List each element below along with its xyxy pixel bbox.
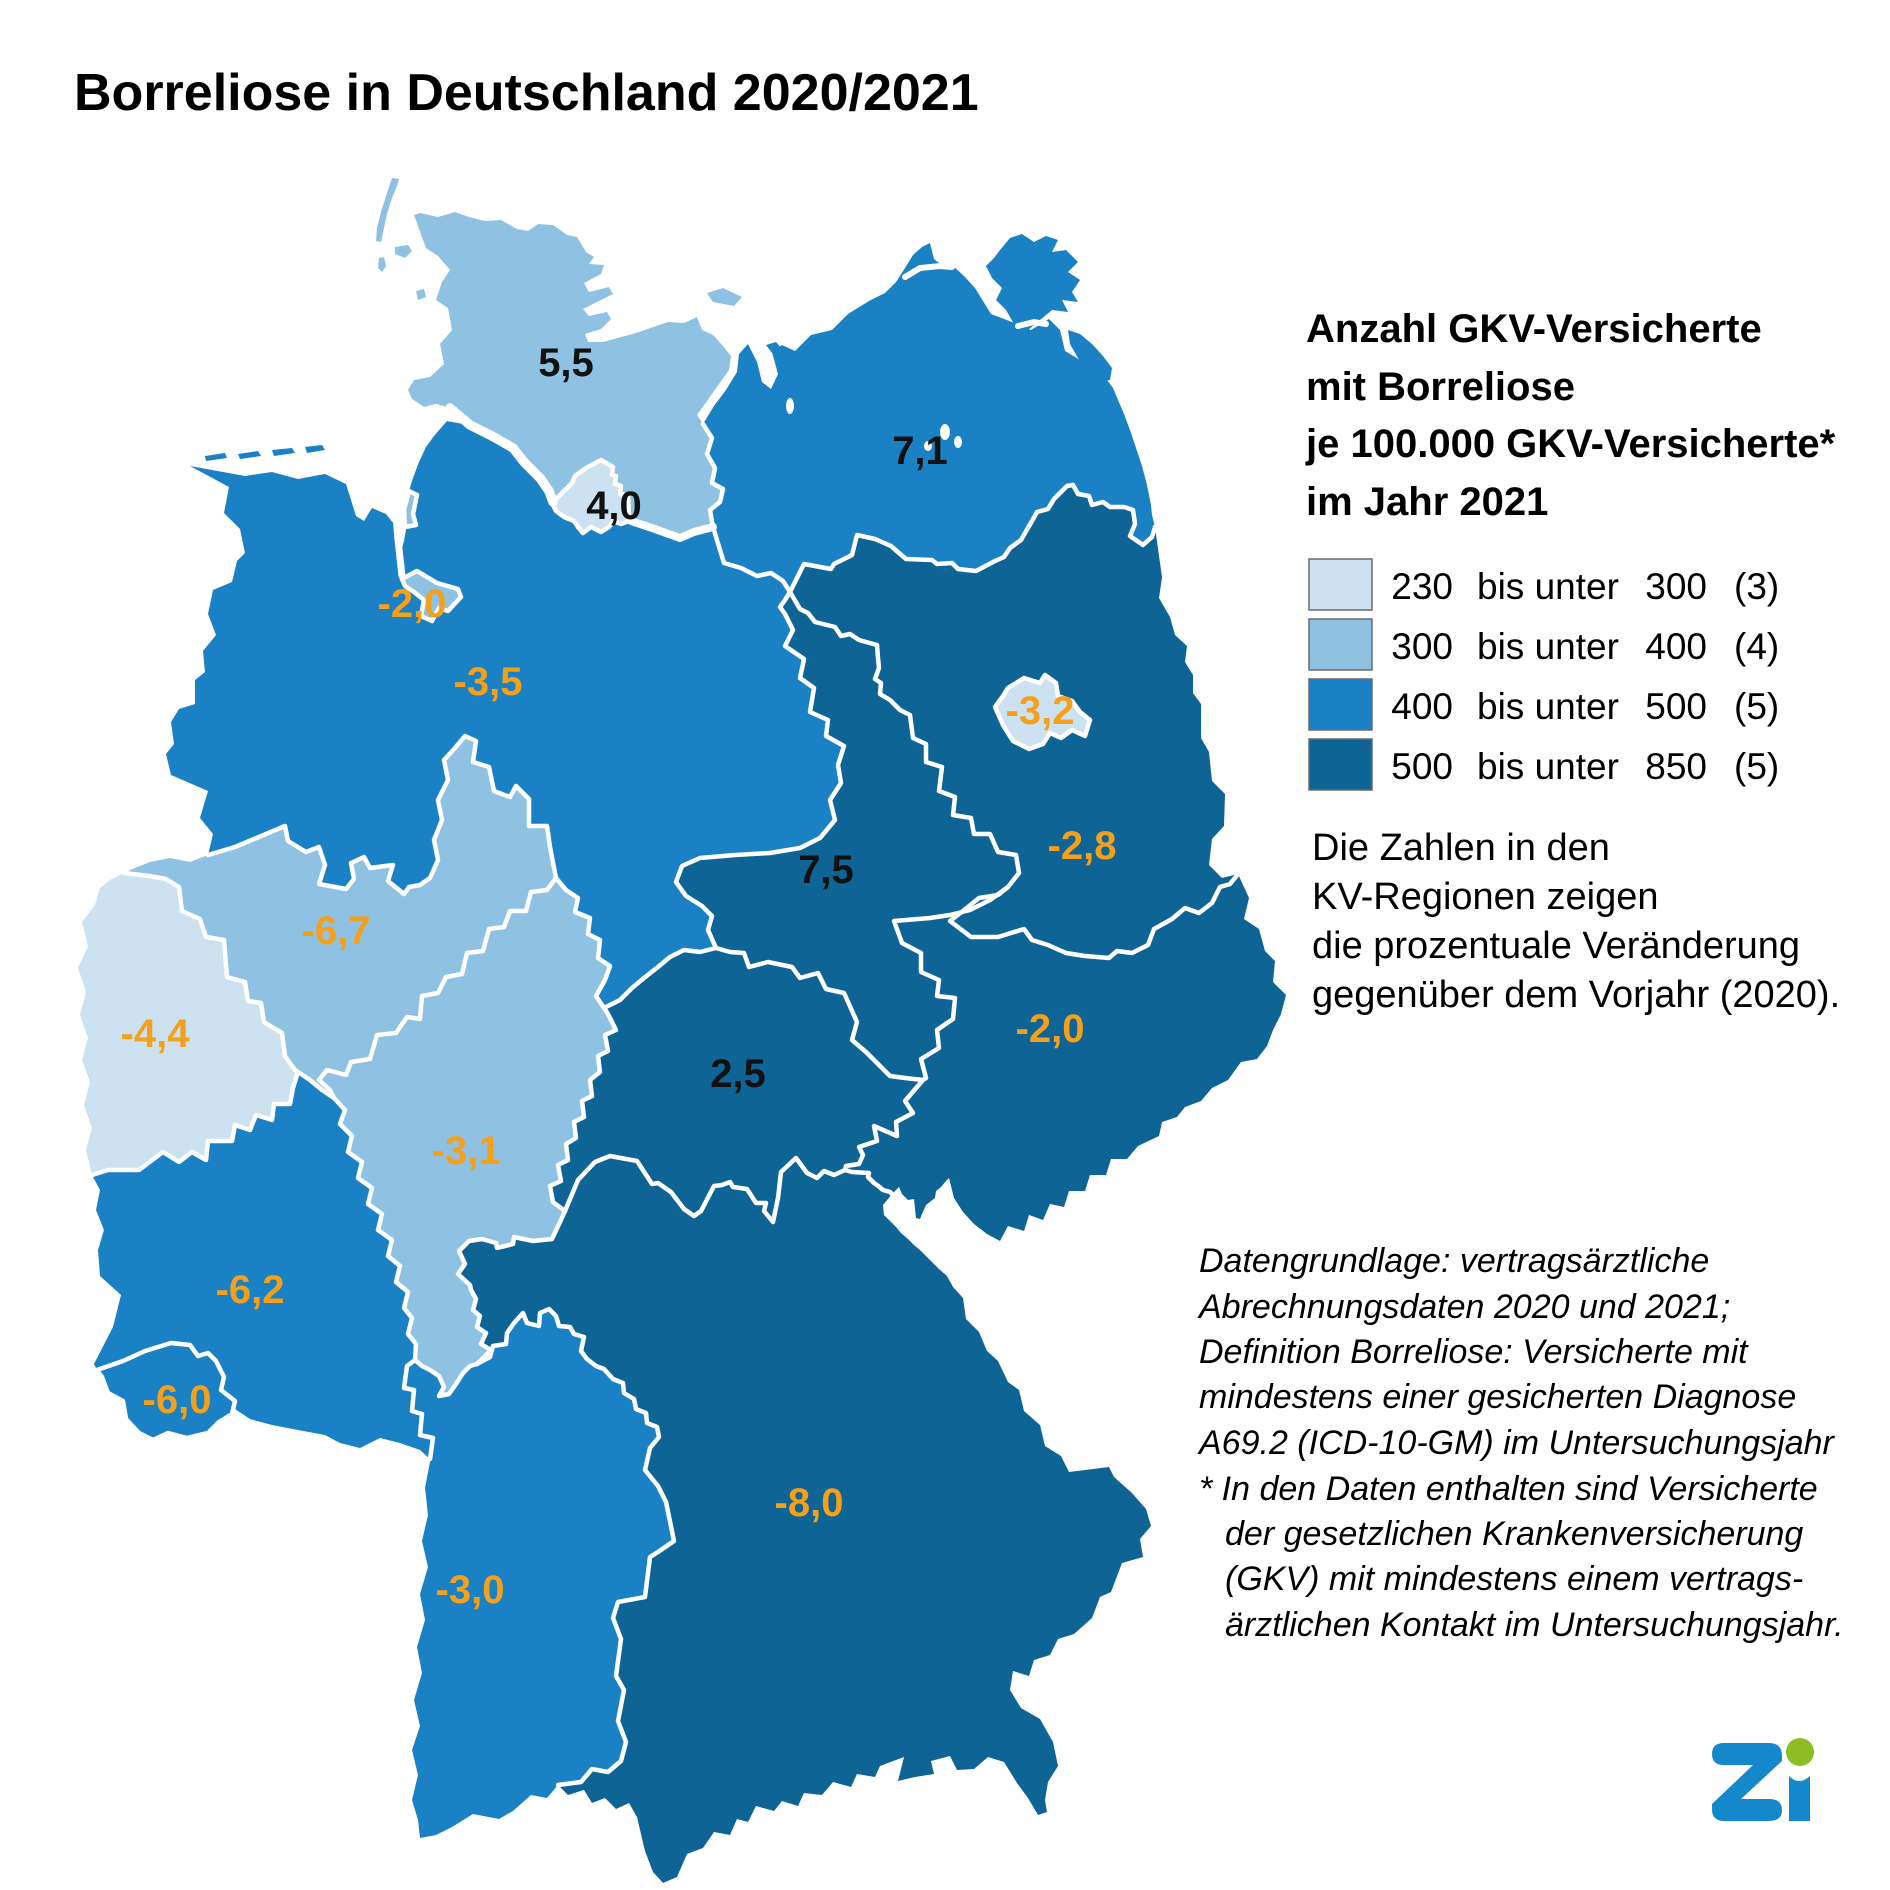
svg-text:500: 500: [1391, 746, 1453, 787]
svg-text:je 100.000 GKV-Versicherte*: je 100.000 GKV-Versicherte*: [1305, 422, 1836, 466]
svg-text:Definition Borreliose: Versich: Definition Borreliose: Versicherte mit: [1199, 1333, 1749, 1371]
svg-text:230: 230: [1391, 566, 1453, 607]
svg-text:Abrechnungsdaten 2020 und 2021: Abrechnungsdaten 2020 und 2021;: [1197, 1288, 1730, 1326]
svg-text:300: 300: [1645, 566, 1707, 607]
svg-text:bis unter: bis unter: [1477, 746, 1619, 787]
svg-text:Die Zahlen in den: Die Zahlen in den: [1312, 827, 1610, 869]
svg-text:(5): (5): [1734, 686, 1779, 727]
svg-text:mit Borreliose: mit Borreliose: [1306, 365, 1575, 409]
svg-text:-8,0: -8,0: [775, 1481, 844, 1525]
svg-text:(3): (3): [1734, 566, 1779, 607]
svg-text:-3,1: -3,1: [432, 1129, 501, 1173]
svg-text:ärztlichen Kontakt im Untersuc: ärztlichen Kontakt im Untersuchungsjahr.: [1225, 1606, 1844, 1644]
svg-text:KV-Regionen zeigen: KV-Regionen zeigen: [1312, 876, 1658, 918]
svg-text:(4): (4): [1734, 626, 1779, 667]
svg-text:7,5: 7,5: [798, 848, 854, 892]
svg-text:gegenüber dem Vorjahr (2020).: gegenüber dem Vorjahr (2020).: [1312, 974, 1840, 1016]
svg-text:die prozentuale Veränderung: die prozentuale Veränderung: [1312, 925, 1800, 967]
svg-text:-2,0: -2,0: [378, 582, 447, 626]
svg-text:-2,0: -2,0: [1016, 1007, 1085, 1051]
svg-text:-2,8: -2,8: [1048, 824, 1117, 868]
svg-text:-6,7: -6,7: [302, 909, 371, 953]
svg-text:(GKV) mit mindestens einem ver: (GKV) mit mindestens einem vertrags-: [1225, 1560, 1803, 1598]
svg-text:-6,0: -6,0: [143, 1378, 212, 1422]
svg-text:A69.2 (ICD-10-GM) im Untersuch: A69.2 (ICD-10-GM) im Untersuchungsjahr: [1197, 1424, 1836, 1462]
svg-text:im Jahr 2021: im Jahr 2021: [1306, 480, 1548, 524]
svg-text:-4,4: -4,4: [121, 1012, 191, 1056]
svg-text:bis unter: bis unter: [1477, 686, 1619, 727]
svg-text:(5): (5): [1734, 746, 1779, 787]
svg-text:Anzahl GKV-Versicherte: Anzahl GKV-Versicherte: [1306, 307, 1762, 351]
svg-text:400: 400: [1645, 626, 1707, 667]
svg-text:-3,2: -3,2: [1006, 689, 1075, 733]
svg-text:der gesetzlichen Krankenversic: der gesetzlichen Krankenversicherung: [1225, 1515, 1803, 1553]
svg-text:* In den Daten enthalten sind: * In den Daten enthalten sind Versichert…: [1199, 1470, 1818, 1508]
svg-text:-3,0: -3,0: [436, 1568, 505, 1612]
svg-text:-6,2: -6,2: [216, 1268, 285, 1312]
svg-text:mindestens einer gesicherten D: mindestens einer gesicherten Diagnose: [1199, 1378, 1796, 1416]
svg-text:-3,5: -3,5: [454, 660, 523, 704]
svg-text:bis unter: bis unter: [1477, 566, 1619, 607]
svg-text:bis unter: bis unter: [1477, 626, 1619, 667]
svg-text:5,5: 5,5: [538, 341, 594, 385]
svg-text:500: 500: [1645, 686, 1707, 727]
svg-text:Borreliose in Deutschland 2020: Borreliose in Deutschland 2020/2021: [74, 64, 979, 122]
svg-text:Datengrundlage: vertragsärztli: Datengrundlage: vertragsärztliche: [1199, 1242, 1709, 1280]
svg-text:2,5: 2,5: [710, 1052, 766, 1096]
svg-text:4,0: 4,0: [586, 484, 642, 528]
svg-text:400: 400: [1391, 686, 1453, 727]
svg-text:850: 850: [1645, 746, 1707, 787]
svg-text:300: 300: [1391, 626, 1453, 667]
svg-text:7,1: 7,1: [892, 429, 948, 473]
